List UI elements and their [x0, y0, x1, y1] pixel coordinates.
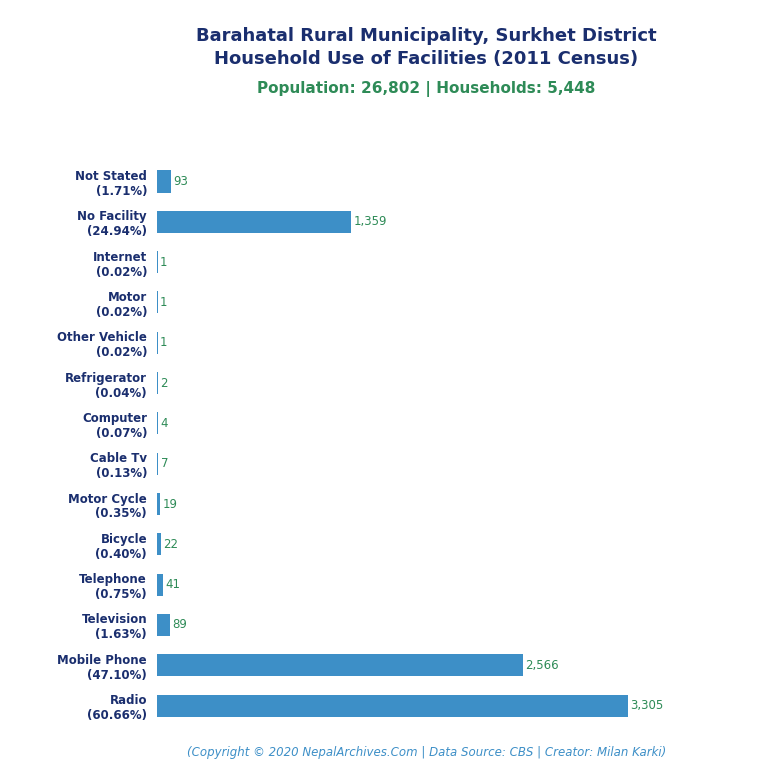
Text: Household Use of Facilities (2011 Census): Household Use of Facilities (2011 Census… [214, 50, 638, 68]
Bar [157, 210, 351, 233]
Text: 1: 1 [160, 336, 167, 349]
Text: 1: 1 [160, 296, 167, 309]
Bar [157, 614, 170, 636]
Text: 22: 22 [163, 538, 177, 551]
Bar [157, 694, 628, 717]
Text: 2,566: 2,566 [525, 659, 559, 672]
Bar [157, 170, 170, 193]
Bar [157, 452, 158, 475]
Text: 93: 93 [173, 175, 187, 188]
Text: 7: 7 [161, 457, 168, 470]
Bar [157, 574, 164, 596]
Text: 3,305: 3,305 [631, 699, 664, 712]
Text: 4: 4 [161, 417, 167, 430]
Bar [157, 493, 161, 515]
Text: Barahatal Rural Municipality, Surkhet District: Barahatal Rural Municipality, Surkhet Di… [196, 27, 657, 45]
Text: 89: 89 [172, 618, 187, 631]
Bar [157, 654, 523, 677]
Text: 2: 2 [160, 376, 167, 389]
Text: (Copyright © 2020 NepalArchives.Com | Data Source: CBS | Creator: Milan Karki): (Copyright © 2020 NepalArchives.Com | Da… [187, 746, 666, 759]
Bar [157, 533, 161, 555]
Text: 19: 19 [162, 498, 177, 511]
Text: 1: 1 [160, 256, 167, 269]
Text: 1,359: 1,359 [353, 215, 387, 228]
Text: Population: 26,802 | Households: 5,448: Population: 26,802 | Households: 5,448 [257, 81, 595, 97]
Text: 41: 41 [165, 578, 180, 591]
